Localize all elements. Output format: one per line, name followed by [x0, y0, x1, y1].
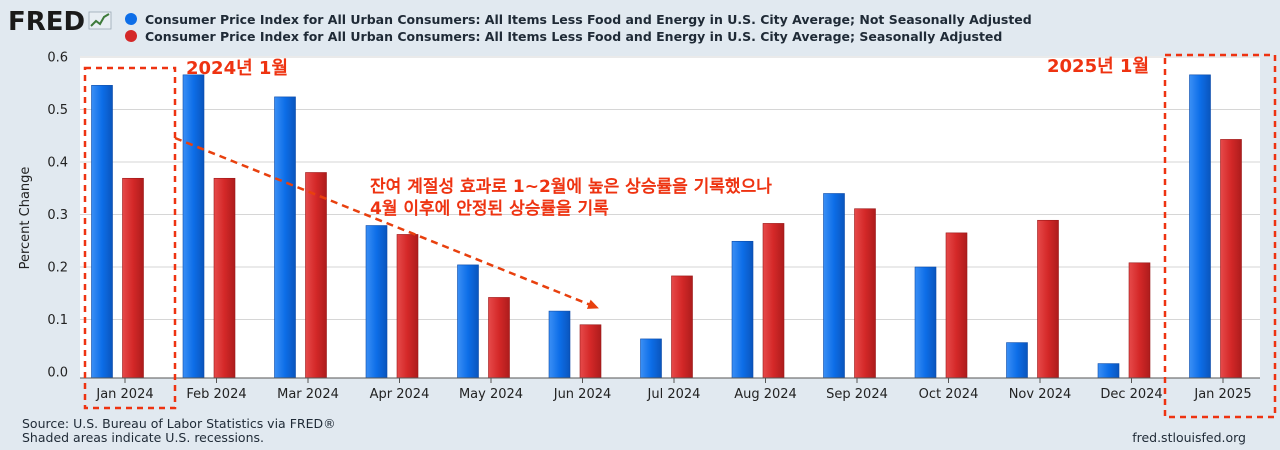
bar-sa[interactable] — [1220, 139, 1242, 379]
bar-sa[interactable] — [213, 177, 236, 379]
x-tick-label: Mar 2024 — [277, 387, 339, 402]
bar-nsa[interactable] — [274, 96, 296, 379]
x-tick-label: Aug 2024 — [734, 387, 797, 402]
highlight-box-2025 — [1163, 53, 1277, 419]
x-tick-label: Jun 2024 — [553, 387, 612, 402]
y-axis-label: Percent Change — [18, 167, 33, 270]
bar-sa[interactable] — [945, 232, 968, 379]
x-tick-label: Dec 2024 — [1100, 387, 1162, 402]
annotation-note-line1: 잔여 계절성 효과로 1~2월에 높은 상승률을 기록했으나 — [370, 176, 772, 197]
bar-sa[interactable] — [396, 234, 419, 379]
legend-label-sa: Consumer Price Index for All Urban Consu… — [145, 29, 1002, 44]
x-tick-label: Sep 2024 — [826, 387, 888, 402]
bar-nsa[interactable] — [731, 240, 754, 379]
bar-sa[interactable] — [122, 177, 144, 379]
footer-shaded-note: Shaded areas indicate U.S. recessions. — [22, 430, 264, 445]
y-tick-label: 0.4 — [47, 156, 68, 171]
bar-nsa[interactable] — [823, 193, 845, 379]
bar-sa[interactable] — [305, 172, 327, 379]
footer-site-link[interactable]: fred.stlouisfed.org — [1132, 430, 1246, 445]
legend-label-nsa: Consumer Price Index for All Urban Consu… — [145, 12, 1032, 27]
bar-nsa[interactable] — [365, 225, 388, 379]
legend-marker-blue — [125, 13, 137, 25]
fred-logo-text: FRED — [8, 7, 85, 37]
x-tick-label: Apr 2024 — [370, 387, 430, 402]
legend-item-nsa[interactable]: Consumer Price Index for All Urban Consu… — [125, 12, 1032, 27]
bar-sa[interactable] — [579, 324, 602, 379]
legend-marker-red — [125, 30, 137, 42]
x-tick-label: Nov 2024 — [1009, 387, 1072, 402]
bar-nsa[interactable] — [548, 310, 571, 379]
y-tick-label: 0.1 — [47, 313, 68, 328]
x-tick-label: Jul 2024 — [647, 387, 701, 402]
annotation-2024: 2024년 1월 — [186, 58, 288, 79]
bar-sa[interactable] — [488, 297, 510, 379]
legend-item-sa[interactable]: Consumer Price Index for All Urban Consu… — [125, 29, 1002, 44]
y-tick-label: 0.3 — [47, 208, 68, 223]
trend-arrow — [174, 136, 599, 310]
x-tick-label: Jan 2024 — [95, 387, 153, 402]
bar-nsa[interactable] — [1189, 74, 1211, 379]
bar-sa[interactable] — [671, 275, 693, 379]
fred-logo[interactable]: FRED — [8, 7, 112, 37]
y-tick-label: 0.5 — [47, 103, 68, 118]
bar-sa[interactable] — [854, 208, 876, 379]
bar-nsa[interactable] — [457, 264, 479, 379]
y-tick-label: 0.6 — [47, 51, 68, 66]
y-axis-ticks: 0.0 0.1 0.2 0.3 0.4 0.5 0.6 — [47, 51, 68, 381]
y-tick-label: 0.0 — [47, 366, 68, 381]
x-tick-label: May 2024 — [459, 387, 523, 402]
bar-nsa[interactable] — [914, 266, 937, 379]
annotation-note-line2: 4월 이후에 안정된 상승률을 기록 — [370, 198, 609, 219]
bar-sa[interactable] — [762, 223, 785, 379]
y-tick-label: 0.2 — [47, 261, 68, 276]
legend: Consumer Price Index for All Urban Consu… — [125, 12, 1032, 44]
highlight-box-2024 — [83, 66, 177, 410]
bars — [91, 74, 1242, 379]
plot-area — [80, 56, 1260, 378]
bar-sa[interactable] — [1037, 219, 1059, 379]
x-tick-label: Oct 2024 — [919, 387, 979, 402]
x-tick-label: Jan 2025 — [1193, 387, 1251, 402]
footer-source: Source: U.S. Bureau of Labor Statistics … — [22, 416, 336, 431]
bar-nsa[interactable] — [640, 338, 662, 379]
bar-nsa[interactable] — [91, 85, 113, 379]
chart-line-icon — [88, 11, 112, 30]
annotation-2025: 2025년 1월 — [1047, 56, 1149, 77]
x-tick-label: Feb 2024 — [186, 387, 246, 402]
bar-nsa[interactable] — [182, 74, 205, 379]
bar-nsa[interactable] — [1006, 342, 1028, 379]
x-axis-ticks: Jan 2024 Feb 2024 Mar 2024 Apr 2024 May 2024… — [95, 378, 1252, 402]
bar-nsa[interactable] — [1097, 363, 1120, 379]
bar-sa[interactable] — [1128, 262, 1151, 379]
